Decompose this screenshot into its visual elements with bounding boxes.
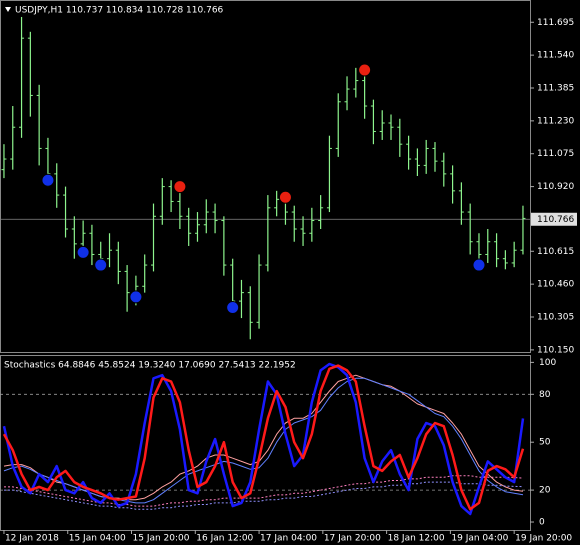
- y-tick-label: 0: [539, 518, 545, 528]
- oscillator-line: [2, 362, 525, 516]
- y-tick-label: 111.695: [537, 18, 574, 28]
- menu-arrow[interactable]: [5, 7, 11, 12]
- price-pane-frame: [0, 0, 531, 353]
- last-price-box: [531, 212, 577, 226]
- signal-marker: [173, 180, 187, 194]
- y-tick-label: 110.150: [537, 345, 574, 355]
- signal-marker: [472, 258, 486, 272]
- last-price-label: 110.766: [537, 215, 574, 225]
- signal-marker: [358, 63, 372, 77]
- price-header: USDJPY,H1 110.737 110.834 110.728 110.76…: [15, 6, 224, 16]
- x-tick-label: 19 Jan 04:00: [451, 534, 508, 544]
- oscillator-line: [2, 364, 525, 511]
- signal-marker: [129, 290, 143, 304]
- x-tick-label: 16 Jan 12:00: [196, 534, 253, 544]
- x-tick-label: 12 Jan 2018: [5, 534, 59, 544]
- signal-marker: [278, 190, 292, 204]
- y-tick-label: 111.540: [537, 51, 574, 61]
- signal-marker: [94, 258, 108, 272]
- x-tick-label: 15 Jan 04:00: [69, 534, 126, 544]
- x-tick-label: 15 Jan 20:00: [133, 534, 190, 544]
- y-tick-label: 111.075: [537, 149, 574, 159]
- y-tick-label: 110.460: [537, 280, 574, 290]
- oscillator-header: Stochastics 64.8846 45.8524 19.3240 17.0…: [4, 361, 296, 371]
- oscillator-line: [4, 475, 524, 507]
- y-tick-label: 111.385: [537, 84, 574, 94]
- y-tick-label: 50: [539, 438, 551, 448]
- signal-marker: [226, 300, 240, 314]
- x-tick-label: 19 Jan 20:00: [515, 534, 572, 544]
- y-tick-label: 110.615: [537, 247, 574, 257]
- signal-marker: [76, 245, 90, 259]
- y-tick-label: 110.305: [537, 313, 574, 323]
- oscillator-line: [3, 377, 524, 504]
- y-tick-label: 100: [539, 358, 556, 368]
- y-tick-label: 80: [539, 390, 551, 400]
- x-tick-label: 17 Jan 20:00: [324, 534, 381, 544]
- y-tick-label: 20: [539, 486, 551, 496]
- oscillator-line: [4, 481, 524, 510]
- oscillator-pane-frame: [0, 355, 531, 531]
- signal-marker: [41, 173, 55, 187]
- x-tick-label: 17 Jan 04:00: [260, 534, 317, 544]
- y-tick-label: 110.920: [537, 182, 574, 192]
- y-tick-label: 111.230: [537, 116, 574, 126]
- x-tick-label: 18 Jan 12:00: [388, 534, 445, 544]
